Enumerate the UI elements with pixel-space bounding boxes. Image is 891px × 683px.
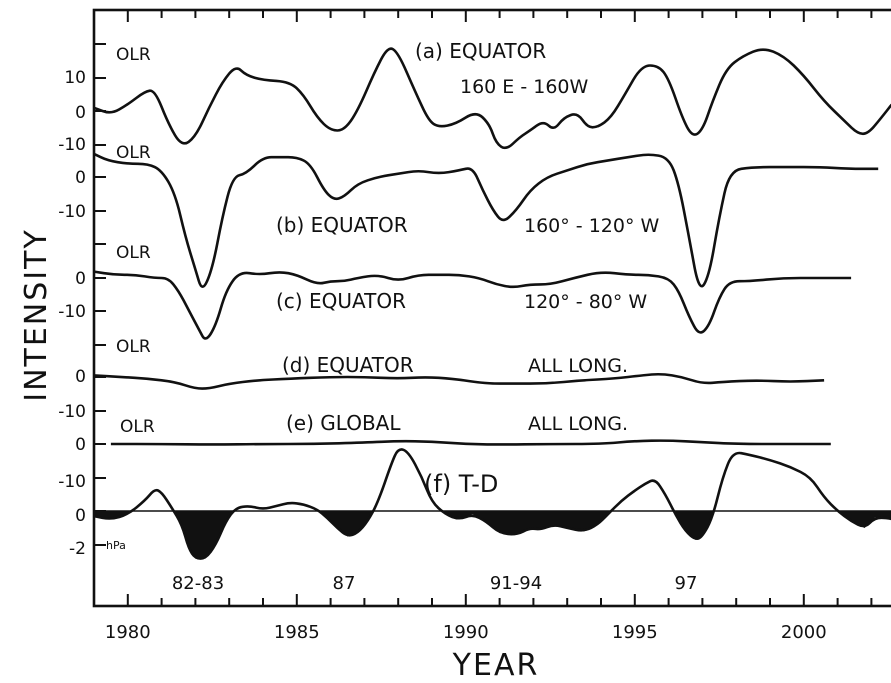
x-tick-label: 1980	[105, 622, 151, 643]
x-tick-label: 1995	[612, 622, 658, 643]
series-line-panel-e	[110, 439, 831, 446]
series-line-panel-c	[93, 270, 852, 340]
panel-d-title: (d) EQUATOR	[282, 353, 414, 377]
series-line-panel-f	[93, 448, 891, 560]
y-tick-label: 0	[75, 103, 86, 123]
y-tick-label: -10	[58, 202, 86, 222]
y-tick-label: -10	[58, 472, 86, 492]
panel-f-negative-fill	[94, 511, 891, 559]
series-line-panel-a	[93, 47, 891, 150]
y-tick-label: 0	[75, 435, 86, 455]
panel-e-series-label: OLR	[120, 417, 155, 437]
y-tick-label: -10	[58, 135, 86, 155]
series-line-panel-d	[93, 372, 825, 390]
top-ticks	[126, 10, 873, 22]
panel-d-region: ALL LONG.	[528, 355, 628, 377]
event-label-82-83: 82-83	[172, 573, 224, 594]
x-axis-label: YEAR	[452, 648, 540, 683]
y-tick-label: -10	[58, 302, 86, 322]
bottom-ticks	[126, 594, 873, 606]
y-tick-label: -10	[58, 402, 86, 422]
panel-c-region: 120° - 80° W	[524, 291, 647, 313]
y-tick-label: 0	[75, 269, 86, 289]
panel-d-series-label: OLR	[116, 337, 151, 357]
series-line-panel-b	[93, 152, 879, 288]
y-tick-marks	[94, 43, 106, 546]
y-tick-label: 0	[75, 168, 86, 188]
panel-c-series-label: OLR	[116, 243, 151, 263]
panel-f-title: (f) T-D	[424, 470, 498, 498]
x-tick-label: 1990	[443, 622, 489, 643]
event-label-91-94: 91-94	[490, 573, 542, 594]
panel-e-title: (e) GLOBAL	[286, 411, 401, 435]
x-tick-label: 2000	[781, 622, 827, 643]
event-label-97: 97	[675, 573, 698, 594]
panel-b-title: (b) EQUATOR	[276, 213, 408, 237]
x-tick-label: 1985	[274, 622, 320, 643]
y-tick-label: -2	[69, 539, 86, 559]
panel-e-region: ALL LONG.	[528, 413, 628, 435]
y-tick-label: 0	[75, 506, 86, 526]
panel-a-region: 160 E - 160W	[460, 76, 589, 98]
panel-a-series-label: OLR	[116, 45, 151, 65]
panel-b-region: 160° - 120° W	[524, 215, 660, 237]
panel-labels: OLR (a) EQUATOR 160 E - 160W OLR (b) EQU…	[106, 39, 697, 594]
y-tick-label: 0	[75, 367, 86, 387]
panel-f-unit: hPa	[106, 539, 126, 552]
panel-b-series-label: OLR	[116, 143, 151, 163]
panel-a-title: (a) EQUATOR	[415, 39, 546, 63]
y-axis-label: INTENSITY	[19, 228, 54, 402]
y-tick-label: 10	[64, 68, 86, 88]
panel-c-title: (c) EQUATOR	[276, 289, 406, 313]
y-tick-labels: 10 0 -10 0 -10 0 -10 0 -10 0 -10 0 -2	[58, 68, 86, 559]
event-label-87: 87	[333, 573, 356, 594]
x-tick-labels: 1980 1985 1990 1995 2000	[105, 622, 827, 643]
series-group	[93, 47, 891, 560]
